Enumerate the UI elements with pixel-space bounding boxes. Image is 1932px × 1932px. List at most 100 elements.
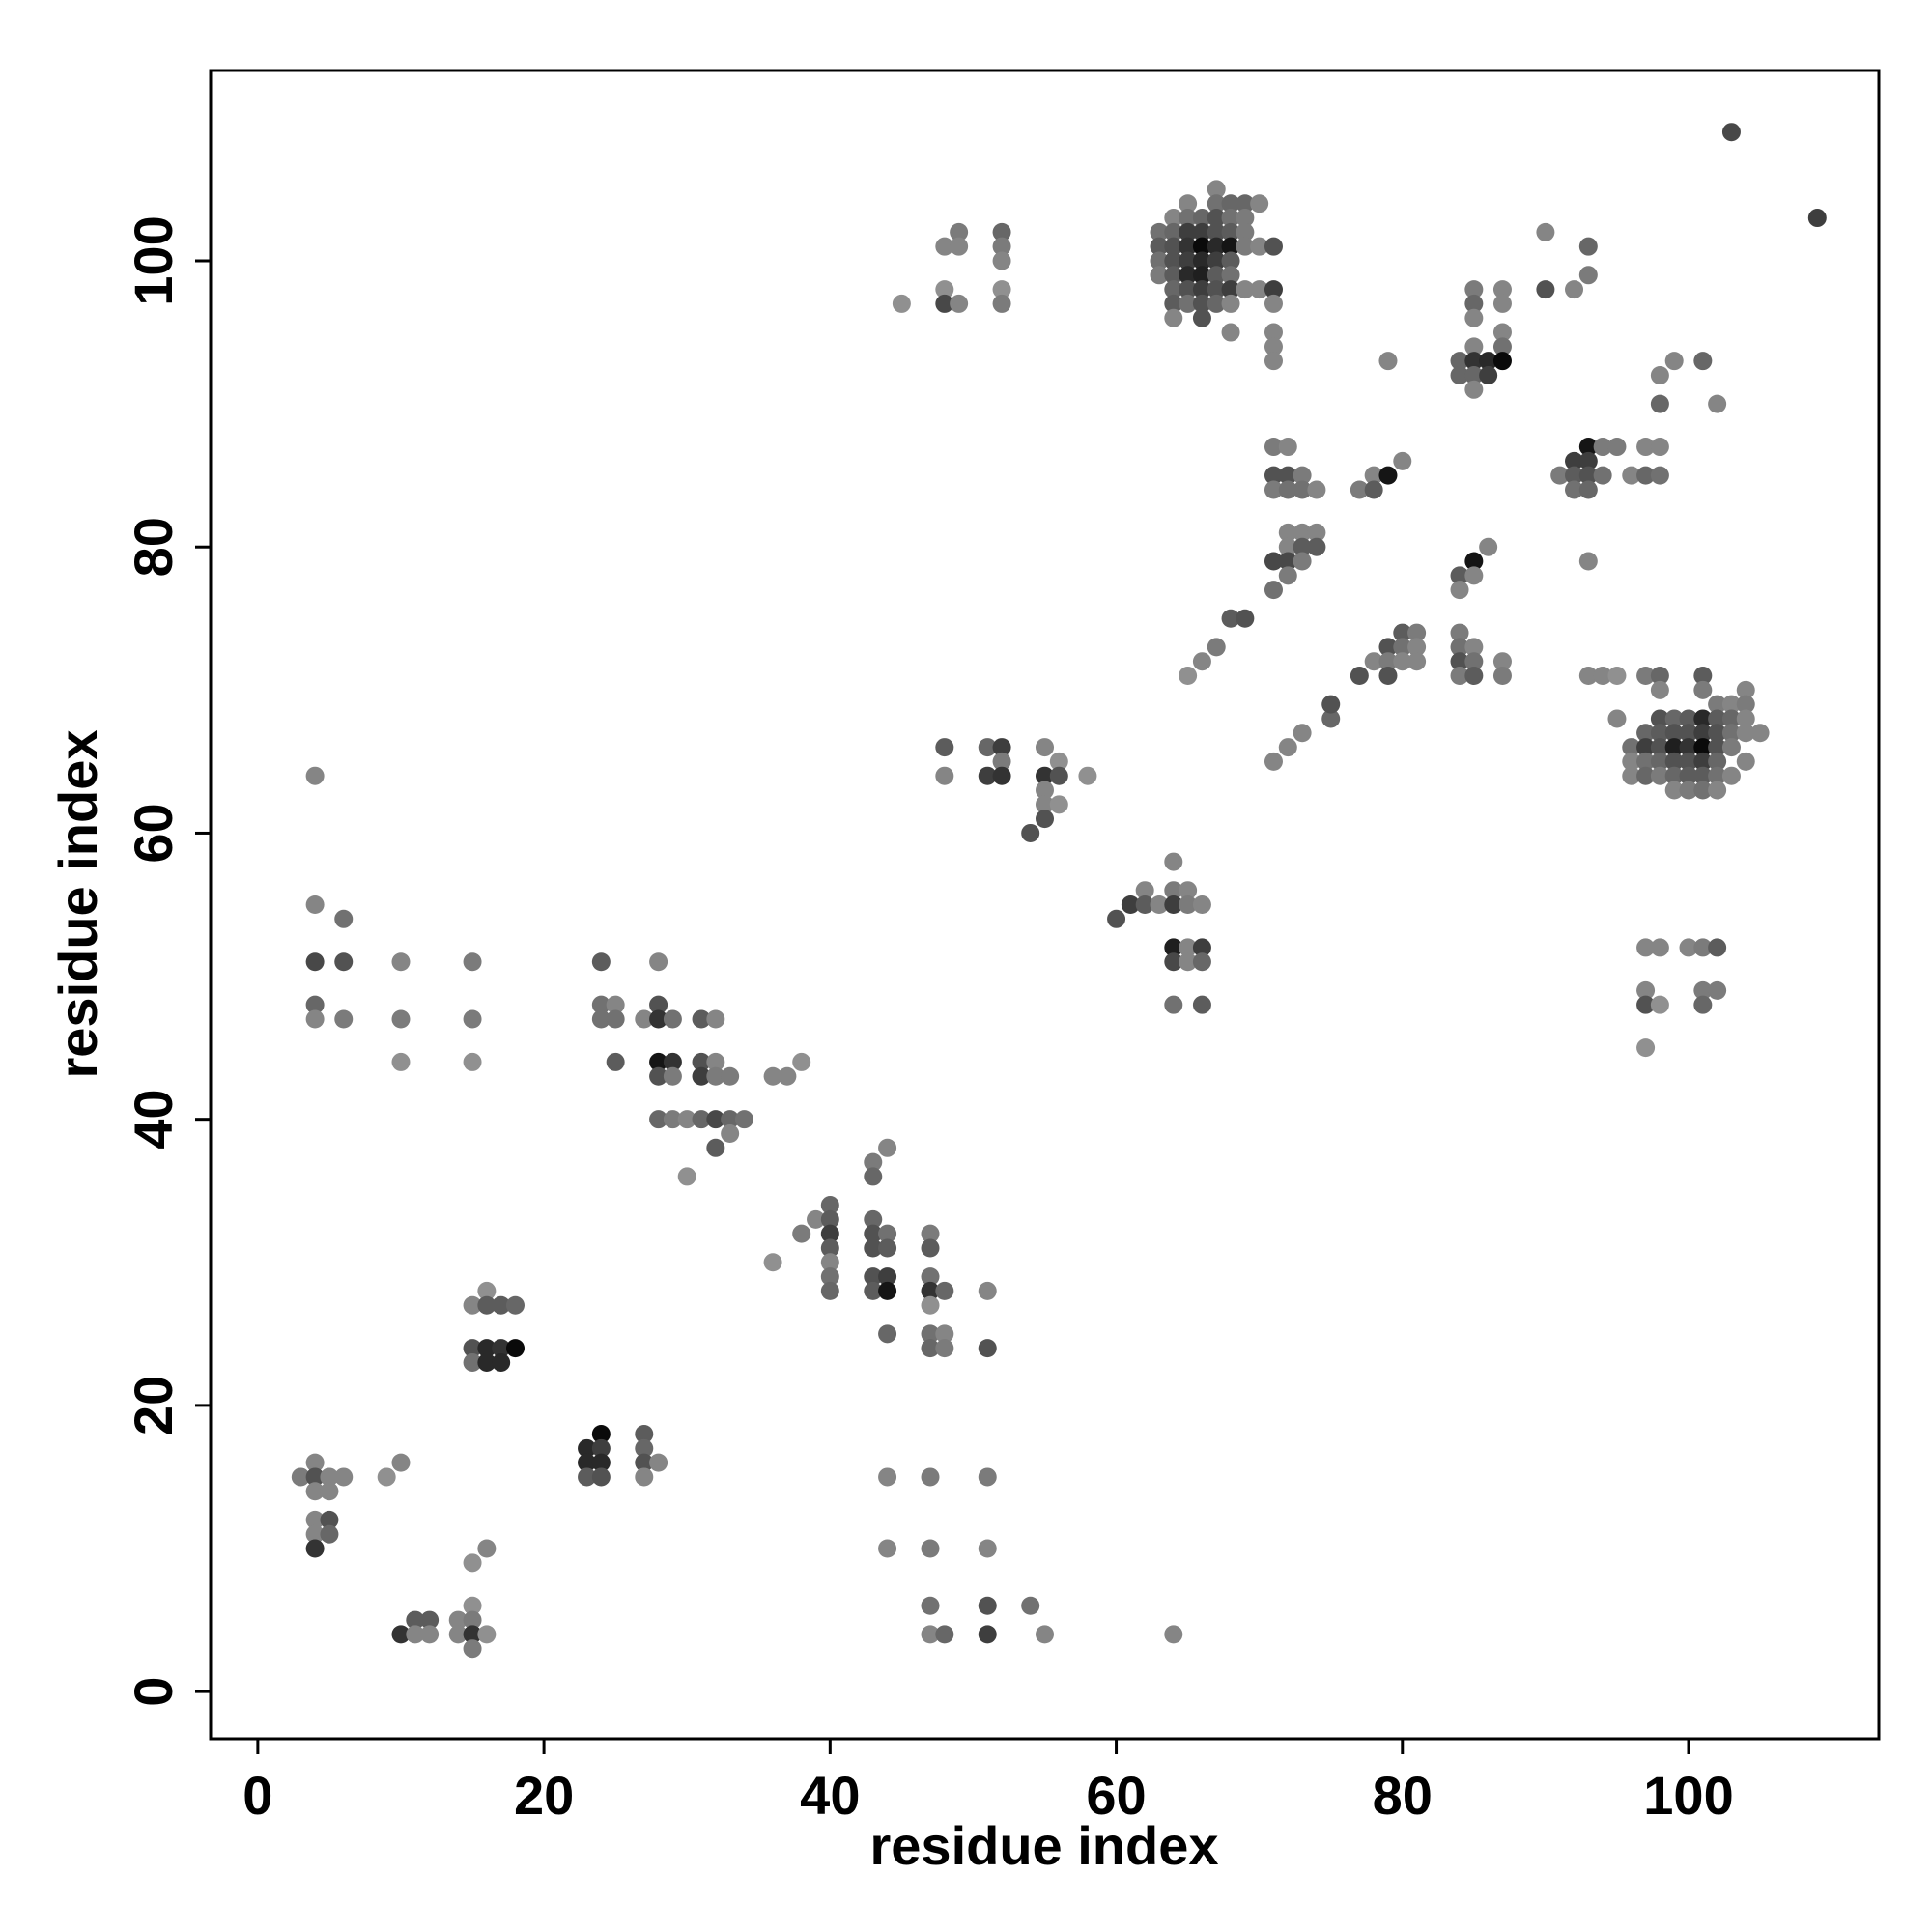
contact-point (706, 1110, 725, 1129)
contact-point (1693, 995, 1713, 1014)
contact-point (1464, 337, 1484, 356)
contact-point (992, 222, 1011, 242)
contact-point (1679, 738, 1698, 757)
contact-point (763, 1066, 782, 1086)
contact-point (1078, 766, 1097, 785)
contact-point (1221, 237, 1240, 256)
contact-point (1207, 280, 1226, 299)
contact-point (505, 1339, 525, 1358)
contact-point (992, 294, 1011, 313)
contact-point (1650, 709, 1669, 728)
contact-point (1164, 881, 1183, 900)
contact-point (1607, 709, 1627, 728)
contact-point (921, 1539, 940, 1558)
contact-point (1164, 222, 1183, 242)
contact-point (1636, 466, 1656, 485)
contact-point (578, 1453, 597, 1472)
contact-point (1650, 938, 1669, 957)
contact-point (1650, 995, 1669, 1014)
contact-point (921, 1339, 940, 1358)
contact-point (992, 766, 1011, 785)
contact-point (1221, 209, 1240, 228)
contact-point (1150, 251, 1169, 270)
contact-point (1807, 209, 1827, 228)
contact-point (1049, 766, 1068, 785)
contact-point (864, 1281, 883, 1300)
contact-point (1036, 1625, 1054, 1644)
contact-point (1179, 237, 1198, 256)
contact-point (878, 1467, 897, 1487)
contact-point (1164, 895, 1183, 914)
contact-point (921, 1596, 940, 1615)
contact-point (1578, 480, 1598, 499)
contact-point (1192, 209, 1211, 228)
contact-point (1192, 251, 1211, 270)
contact-point (1492, 652, 1512, 671)
contact-point (1321, 709, 1341, 728)
contact-point (320, 1467, 339, 1487)
contact-point (1207, 194, 1226, 213)
contact-point (1307, 480, 1326, 499)
contact-point (692, 1066, 711, 1086)
contact-point (1364, 480, 1383, 499)
contact-point (1179, 280, 1198, 299)
contact-point (1450, 352, 1469, 371)
contact-point (1550, 466, 1570, 485)
contact-point (1393, 652, 1412, 671)
contact-point (1207, 237, 1226, 256)
contact-point (1150, 266, 1169, 285)
contact-point (1492, 280, 1512, 299)
contact-point (935, 280, 954, 299)
contact-point (1736, 695, 1755, 714)
contact-point (291, 1467, 310, 1487)
contact-point (1179, 222, 1198, 242)
contact-point (1693, 724, 1713, 743)
contact-point (1693, 352, 1713, 371)
contact-point (1192, 308, 1211, 327)
contact-point (463, 1625, 482, 1644)
contact-point (1636, 938, 1656, 957)
contact-point (1578, 466, 1598, 485)
contact-point (1250, 194, 1269, 213)
contact-point (606, 995, 625, 1014)
contact-point (591, 1467, 611, 1487)
contact-point (1593, 466, 1612, 485)
contact-point (305, 1009, 325, 1029)
contact-point (1192, 222, 1211, 242)
contact-point (1192, 895, 1211, 914)
contact-point (391, 1453, 411, 1472)
contact-point (1378, 352, 1398, 371)
contact-point (334, 1009, 354, 1029)
contact-point (391, 952, 411, 972)
contact-point (921, 1238, 940, 1258)
contact-point (1179, 251, 1198, 270)
contact-point (1693, 938, 1713, 957)
contact-point (1664, 352, 1684, 371)
contact-point (878, 1281, 897, 1300)
contact-point (1492, 323, 1512, 342)
contact-point (1179, 938, 1198, 957)
contact-point (1565, 480, 1584, 499)
contact-point (1708, 695, 1727, 714)
contact-point (1693, 752, 1713, 771)
contact-point (1207, 266, 1226, 285)
contact-point (1679, 724, 1698, 743)
contact-point (578, 1438, 597, 1458)
contact-point (1321, 695, 1341, 714)
contact-point (635, 1425, 654, 1444)
contact-point (1450, 667, 1469, 686)
contact-point (1307, 537, 1326, 556)
contact-point (820, 1267, 839, 1287)
contact-point (649, 1110, 668, 1129)
contact-point (1221, 222, 1240, 242)
contact-point (1565, 466, 1584, 485)
contact-point (878, 1224, 897, 1243)
contact-point (820, 1253, 839, 1272)
contact-point (978, 766, 997, 785)
contact-point (1607, 667, 1627, 686)
contact-point (1622, 752, 1641, 771)
contact-point (635, 1009, 654, 1029)
contact-point (1179, 266, 1198, 285)
contact-point (1479, 537, 1498, 556)
contact-point (1179, 895, 1198, 914)
